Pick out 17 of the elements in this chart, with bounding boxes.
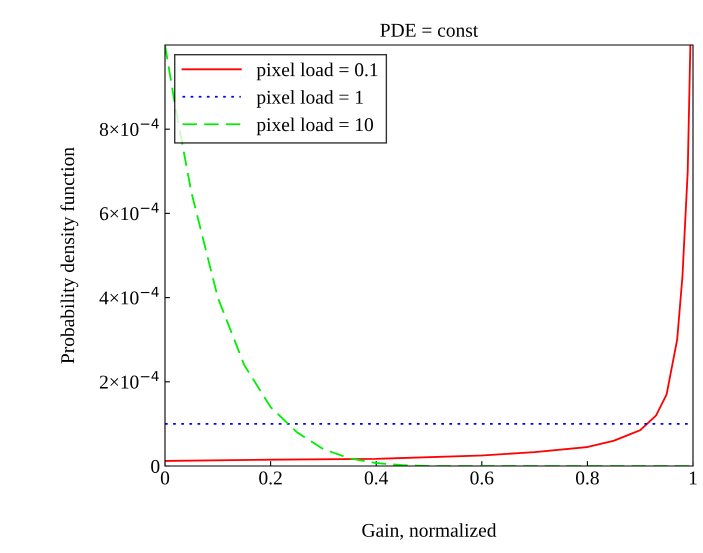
y-tick-label: 8×10$^{−4}$ bbox=[100, 118, 159, 136]
legend-label: pixel load = 1 bbox=[256, 90, 363, 108]
legend-label: pixel load = 0.1 bbox=[256, 62, 378, 80]
y-tick-label: 0 bbox=[151, 460, 160, 473]
x-tick-label: 1 bbox=[690, 472, 697, 484]
chart-title: PDE = const bbox=[380, 24, 478, 37]
x-tick-label: 0.4 bbox=[364, 471, 388, 485]
y-tick-label: 6×10$^{−4}$ bbox=[100, 202, 159, 220]
legend-label: pixel load = 10 bbox=[256, 118, 373, 136]
y-tick-label: 4×10$^{−4}$ bbox=[99, 286, 159, 304]
y-tick-label: 2×10$^{−4}$ bbox=[100, 371, 159, 389]
y-axis-title: Probability density function bbox=[60, 147, 78, 364]
x-tick-label: 0 bbox=[160, 471, 170, 485]
x-axis-title: Gain, normalized bbox=[362, 523, 496, 540]
x-tick-label: 0.8 bbox=[576, 471, 599, 485]
x-tick-label: 0.6 bbox=[470, 471, 494, 485]
x-tick-label: 0.2 bbox=[259, 471, 282, 485]
